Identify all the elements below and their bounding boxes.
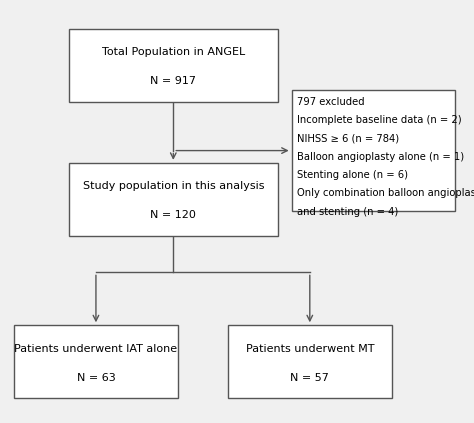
Text: Balloon angioplasty alone (n = 1): Balloon angioplasty alone (n = 1) xyxy=(297,152,464,162)
Text: N = 57: N = 57 xyxy=(291,373,329,383)
FancyBboxPatch shape xyxy=(69,29,278,102)
FancyBboxPatch shape xyxy=(14,325,178,398)
Text: Patients underwent MT: Patients underwent MT xyxy=(246,343,374,354)
FancyBboxPatch shape xyxy=(69,163,278,236)
Text: Only combination balloon angioplasty: Only combination balloon angioplasty xyxy=(297,188,474,198)
FancyBboxPatch shape xyxy=(228,325,392,398)
Text: N = 120: N = 120 xyxy=(150,210,196,220)
Text: N = 917: N = 917 xyxy=(150,77,196,86)
Text: 797 excluded: 797 excluded xyxy=(297,97,365,107)
Text: Stenting alone (n = 6): Stenting alone (n = 6) xyxy=(297,170,408,180)
Text: Study population in this analysis: Study population in this analysis xyxy=(82,181,264,191)
Text: Incomplete baseline data (n = 2): Incomplete baseline data (n = 2) xyxy=(297,115,462,125)
Text: N = 63: N = 63 xyxy=(77,373,115,383)
Text: Total Population in ANGEL: Total Population in ANGEL xyxy=(101,47,245,57)
Text: and stenting (n = 4): and stenting (n = 4) xyxy=(297,206,398,217)
FancyBboxPatch shape xyxy=(292,90,456,212)
Text: NIHSS ≥ 6 (n = 784): NIHSS ≥ 6 (n = 784) xyxy=(297,134,399,143)
Text: Patients underwent IAT alone: Patients underwent IAT alone xyxy=(14,343,177,354)
